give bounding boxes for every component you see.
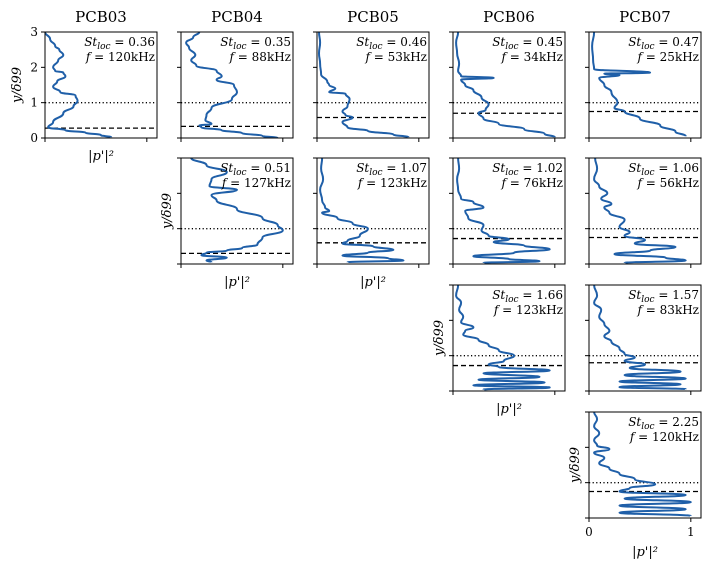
panel-frame [588, 411, 702, 519]
frequency-label: f = 34kHz [501, 50, 563, 64]
panel-pcb07-row3: Stloc = 2.25f = 120kHz y/δ99 0 1 |p'|² [568, 411, 702, 560]
panel-frame [452, 31, 566, 139]
st-loc-label: Stloc = 0.36 [84, 35, 155, 52]
y-axis-label: y/δ99 [568, 447, 583, 484]
st-loc-label: Stloc = 1.07 [356, 161, 427, 178]
st-loc-label: Stloc = 0.46 [356, 35, 427, 52]
panel-frame [180, 31, 294, 139]
st-loc-label: Stloc = 1.02 [492, 161, 563, 178]
panel-frame [180, 157, 294, 265]
x-axis-label: |p'|² [360, 275, 386, 290]
panel-pcb04-row0: Stloc = 0.35f = 88kHz [177, 31, 294, 142]
panel-pcb07-row1: Stloc = 1.06f = 56kHz [585, 157, 702, 268]
x-axis-label: |p'|² [632, 545, 658, 560]
profile-line [593, 158, 687, 264]
panel-frame [44, 31, 158, 139]
st-loc-label: Stloc = 1.06 [628, 161, 699, 178]
panel-pcb04-row1: Stloc = 0.51f = 127kHz y/δ99 |p'|² [160, 157, 294, 290]
column-title-pcb04: PCB04 [211, 8, 263, 26]
st-loc-label: Stloc = 0.47 [628, 35, 699, 52]
panel-frame [452, 284, 566, 392]
st-loc-label: Stloc = 0.45 [492, 35, 563, 52]
profile-line [185, 32, 279, 138]
frequency-label: f = 123kHz [357, 176, 427, 190]
y-tick-label: 0 [30, 131, 38, 145]
panel-frame [316, 157, 430, 265]
y-tick-label: 3 [30, 25, 38, 39]
y-axis-label: y/δ99 [160, 193, 175, 230]
column-titles: PCB03 PCB04 PCB05 PCB06 PCB07 [75, 8, 671, 26]
panel-frame [588, 157, 702, 265]
panel-pcb06-row1: Stloc = 1.02f = 76kHz [449, 157, 566, 268]
x-tick-label: 1 [687, 525, 695, 539]
frequency-label: f = 25kHz [637, 50, 699, 64]
profile-line [593, 285, 687, 391]
st-loc-label: Stloc = 0.35 [220, 35, 291, 52]
panel-pcb07-row0: Stloc = 0.47f = 25kHz [585, 31, 702, 142]
frequency-label: f = 120kHz [629, 430, 699, 444]
panel-pcb06-row2: Stloc = 1.66f = 123kHz y/δ99 |p'|² [432, 284, 566, 417]
panel-pcb07-row2: Stloc = 1.57f = 83kHz [585, 284, 702, 395]
panel-frame [452, 157, 566, 265]
profile-line [319, 158, 405, 264]
column-title-pcb03: PCB03 [75, 8, 127, 26]
panel-frame [588, 31, 702, 139]
frequency-label: f = 53kHz [365, 50, 427, 64]
column-title-pcb07: PCB07 [619, 8, 671, 26]
frequency-label: f = 76kHz [501, 176, 563, 190]
profile-line [455, 32, 556, 138]
profile-line [45, 32, 113, 138]
panel-grid: Stloc = 0.36f = 120kHzy/δ990123|p'|²Stlo… [10, 25, 702, 560]
profile-line [455, 285, 551, 391]
y-axis-label: y/δ99 [10, 67, 25, 104]
frequency-label: f = 56kHz [637, 176, 699, 190]
st-loc-label: Stloc = 0.51 [220, 161, 291, 178]
st-loc-label: Stloc = 1.66 [492, 288, 563, 305]
frequency-label: f = 120kHz [85, 50, 155, 64]
panel-frame [316, 31, 430, 139]
frequency-label: f = 123kHz [493, 303, 563, 317]
st-loc-label: Stloc = 1.57 [628, 288, 699, 305]
panel-pcb05-row0: Stloc = 0.46f = 53kHz [313, 31, 430, 142]
panel-pcb06-row0: Stloc = 0.45f = 34kHz [449, 31, 566, 142]
panel-pcb05-row1: Stloc = 1.07f = 123kHz |p'|² [313, 157, 430, 290]
profile-line [591, 32, 687, 137]
panel-pcb03-row0: Stloc = 0.36f = 120kHz y/δ99 0 1 2 3 |p'|² [10, 25, 158, 164]
x-axis-label: |p'|² [496, 402, 522, 417]
profile-line [593, 412, 692, 517]
y-tick-label: 2 [30, 60, 38, 74]
x-tick-label: 0 [585, 525, 593, 539]
y-tick-label: 1 [30, 96, 38, 110]
frequency-label: f = 83kHz [637, 303, 699, 317]
frequency-label: f = 127kHz [221, 176, 291, 190]
x-axis-label: |p'|² [88, 149, 114, 164]
column-title-pcb06: PCB06 [483, 8, 535, 26]
frequency-label: f = 88kHz [229, 50, 291, 64]
panel-frame [588, 284, 702, 392]
profile-line [190, 158, 284, 264]
profile-line [317, 32, 410, 138]
x-axis-label: |p'|² [224, 275, 250, 290]
column-title-pcb05: PCB05 [347, 8, 399, 26]
y-axis-label: y/δ99 [432, 320, 447, 357]
profile-line [456, 158, 551, 264]
st-loc-label: Stloc = 2.25 [628, 415, 699, 432]
